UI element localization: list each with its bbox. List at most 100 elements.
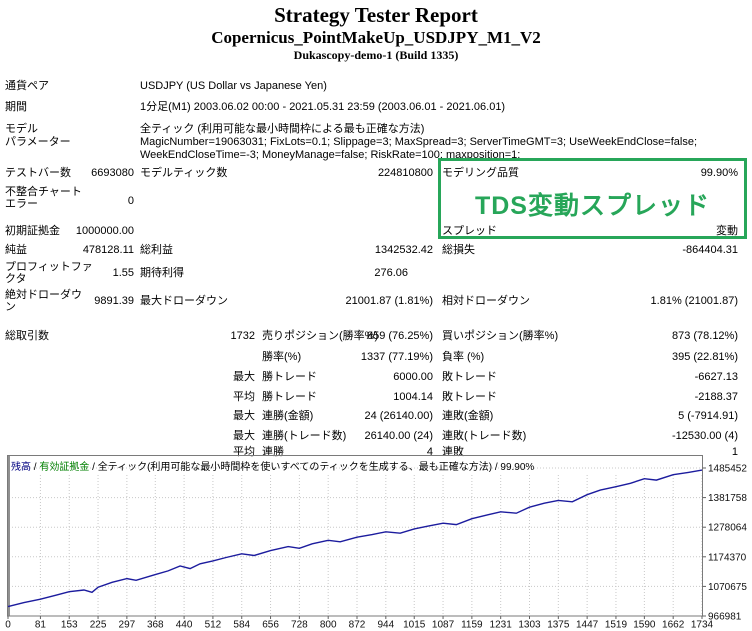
avg-consec-wins-value: 4 xyxy=(426,446,433,458)
legend-separator-2: / xyxy=(89,462,98,473)
svg-text:1519: 1519 xyxy=(605,620,628,631)
rel-dd-label: 相対ドローダウン xyxy=(442,295,530,307)
model-value: 全ティック (利用可能な最小時間枠による最も正確な方法) xyxy=(140,123,425,135)
report-title: Strategy Tester Report xyxy=(274,3,478,27)
net-profit-value: 478128.11 xyxy=(82,244,134,256)
svg-text:966981: 966981 xyxy=(708,612,742,623)
profit-factor-value: 1.55 xyxy=(112,267,134,279)
largest-profit-label: 勝トレード xyxy=(262,371,317,383)
svg-text:153: 153 xyxy=(61,620,78,631)
gross-loss-label: 総損失 xyxy=(442,244,475,256)
quality-value: 99.90% xyxy=(700,167,738,179)
svg-text:1070675: 1070675 xyxy=(708,582,747,593)
largest-qualifier: 最大 xyxy=(233,371,255,383)
average-profit-label: 勝トレード xyxy=(262,391,317,403)
long-positions-value: 873 (78.12%) xyxy=(671,330,738,342)
legend-info: 全ティック(利用可能な最小時間枠を使いすべてのティックを生成する、最も正確な方法… xyxy=(97,462,535,473)
bars-value: 6693080 xyxy=(91,167,134,179)
max-consec-losses-value: 5 (-7914.91) xyxy=(678,410,738,422)
abs-dd-label-2: ン xyxy=(5,301,16,313)
balance-chart: 966981 1070675 1174370 1278064 1381758 148545… xyxy=(5,455,747,631)
legend-balance: 残高 xyxy=(11,462,31,473)
svg-text:0: 0 xyxy=(5,620,11,631)
ea-name: Copernicus_PointMakeUp_USDJPY_M1_V2 xyxy=(211,28,541,47)
svg-text:1278064: 1278064 xyxy=(708,523,747,534)
svg-text:81: 81 xyxy=(35,620,47,631)
svg-text:584: 584 xyxy=(233,620,250,631)
legend-equity: 有効証拠金 xyxy=(39,462,90,473)
svg-text:1662: 1662 xyxy=(662,620,685,631)
svg-text:1015: 1015 xyxy=(403,620,426,631)
symbol-value: USDJPY (US Dollar vs Japanese Yen) xyxy=(140,80,327,92)
gross-profit-value: 1342532.42 xyxy=(374,244,433,256)
deposit-value: 1000000.00 xyxy=(75,225,134,237)
period-label: 期間 xyxy=(5,101,27,113)
loss-rate-label: 負率 (%) xyxy=(442,351,485,363)
svg-text:1303: 1303 xyxy=(518,620,541,631)
svg-text:1590: 1590 xyxy=(633,620,656,631)
max-consec-loss-label: 連敗(トレード数) xyxy=(442,430,527,442)
svg-text:297: 297 xyxy=(119,620,136,631)
net-profit-label: 純益 xyxy=(5,244,27,256)
svg-text:800: 800 xyxy=(320,620,337,631)
rel-dd-value: 1.81% (21001.87) xyxy=(650,295,738,307)
expected-payoff-label: 期待利得 xyxy=(140,267,184,279)
parameters-label: パラメーター xyxy=(5,136,71,148)
mismatch-label-1: 不整合チャート xyxy=(5,186,82,198)
svg-text:1734: 1734 xyxy=(691,620,714,631)
svg-text:1381758: 1381758 xyxy=(708,493,747,504)
max-consec-losses-label: 連敗(金額) xyxy=(442,410,494,422)
loss-rate-value: 395 (22.81%) xyxy=(671,351,738,363)
largest-loss-label: 敗トレード xyxy=(442,371,497,383)
gross-profit-label: 総利益 xyxy=(140,244,173,256)
max-consec-qualifier: 最大 xyxy=(233,410,255,422)
mismatch-label-2: エラー xyxy=(5,198,38,210)
spread-label: スプレッド xyxy=(442,225,497,237)
svg-text:1159: 1159 xyxy=(461,620,483,631)
total-trades-value: 1732 xyxy=(230,330,255,342)
long-positions-label: 買いポジション(勝率%) xyxy=(442,330,559,342)
short-positions-label: 売りポジション(勝率%) xyxy=(262,330,379,342)
svg-text:1174370: 1174370 xyxy=(708,552,747,563)
win-rate-label: 勝率(%) xyxy=(262,351,302,363)
average-profit-value: 1004.14 xyxy=(393,391,433,403)
ticks-value: 224810800 xyxy=(377,167,433,179)
svg-text:728: 728 xyxy=(291,620,308,631)
max-dd-label: 最大ドローダウン xyxy=(140,295,228,307)
svg-text:368: 368 xyxy=(147,620,164,631)
average-loss-label: 敗トレード xyxy=(442,391,497,403)
ticks-label: モデルティック数 xyxy=(140,167,228,179)
legend-separator-1: / xyxy=(31,462,40,473)
short-positions-value: 859 (76.25%) xyxy=(366,330,433,342)
average-loss-value: -2188.37 xyxy=(694,391,738,403)
svg-text:944: 944 xyxy=(377,620,394,631)
chart-legend: 残高 / 有効証拠金 / 全ティック(利用可能な最小時間枠を使いすべてのティック… xyxy=(11,458,534,473)
svg-text:872: 872 xyxy=(349,620,366,631)
svg-text:225: 225 xyxy=(90,620,107,631)
svg-text:512: 512 xyxy=(205,620,222,631)
max-consec-profit-label: 連勝(トレード数) xyxy=(262,430,347,442)
total-trades-label: 総取引数 xyxy=(5,330,49,342)
max-consec-wins-value: 24 (26140.00) xyxy=(364,410,434,422)
largest-loss-value: -6627.13 xyxy=(694,371,738,383)
gross-loss-value: -864404.31 xyxy=(682,244,738,256)
max-dd-value: 21001.87 (1.81%) xyxy=(345,295,433,307)
svg-text:440: 440 xyxy=(176,620,193,631)
largest-profit-value: 6000.00 xyxy=(393,371,433,383)
win-rate-value: 1337 (77.19%) xyxy=(360,351,433,363)
period-value: 1分足(M1) 2003.06.02 00:00 - 2021.05.31 23… xyxy=(140,101,506,113)
max-consec-wins-label: 連勝(金額) xyxy=(262,410,314,422)
avg-consec-losses-value: 1 xyxy=(731,446,738,458)
deposit-label: 初期証拠金 xyxy=(5,225,60,237)
expected-payoff-value: 276.06 xyxy=(374,267,408,279)
parameters-value: MagicNumber=19063031; FixLots=0.1; Slipp… xyxy=(140,136,698,161)
spread-value: 変動 xyxy=(716,225,738,237)
quality-label: モデリング品質 xyxy=(442,167,519,179)
svg-text:1087: 1087 xyxy=(432,620,455,631)
max-consec-profit-qualifier: 最大 xyxy=(233,430,255,442)
tds-watermark-box xyxy=(438,158,747,239)
abs-dd-value: 9891.39 xyxy=(94,295,134,307)
bars-label: テストバー数 xyxy=(5,167,71,179)
svg-text:1375: 1375 xyxy=(547,620,570,631)
